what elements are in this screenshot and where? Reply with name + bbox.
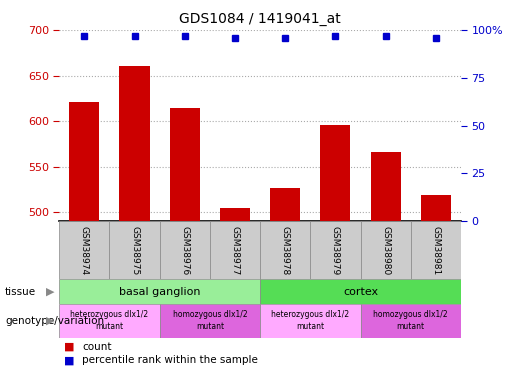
Bar [220, 209, 250, 221]
Bar [310, 221, 360, 279]
Text: genotype/variation: genotype/variation [5, 316, 104, 326]
Bar [411, 221, 461, 279]
Text: GSM38981: GSM38981 [432, 226, 440, 275]
Bar [59, 279, 260, 304]
Bar [260, 304, 360, 338]
Title: GDS1084 / 1419041_at: GDS1084 / 1419041_at [179, 12, 341, 26]
Bar [270, 188, 300, 221]
Bar [119, 66, 149, 221]
Text: tissue: tissue [5, 286, 36, 297]
Bar [59, 221, 109, 279]
Text: ▶: ▶ [45, 316, 54, 326]
Bar [59, 304, 160, 338]
Bar [160, 221, 210, 279]
Text: GSM38980: GSM38980 [381, 226, 390, 275]
Bar [260, 279, 461, 304]
Bar [360, 221, 410, 279]
Text: ▶: ▶ [45, 286, 54, 297]
Text: ■: ■ [64, 342, 75, 352]
Bar [109, 221, 160, 279]
Bar [360, 304, 461, 338]
Bar [370, 152, 401, 221]
Text: homozygous dlx1/2
mutant: homozygous dlx1/2 mutant [173, 310, 247, 331]
Bar [320, 125, 350, 221]
Text: homozygous dlx1/2
mutant: homozygous dlx1/2 mutant [373, 310, 448, 331]
Bar [421, 195, 451, 221]
Text: heterozygous dlx1/2
mutant: heterozygous dlx1/2 mutant [271, 310, 349, 331]
Text: GSM38979: GSM38979 [331, 226, 340, 275]
Text: GSM38978: GSM38978 [281, 226, 289, 275]
Text: heterozygous dlx1/2
mutant: heterozygous dlx1/2 mutant [71, 310, 148, 331]
Text: cortex: cortex [343, 286, 378, 297]
Text: GSM38976: GSM38976 [180, 226, 189, 275]
Text: percentile rank within the sample: percentile rank within the sample [82, 356, 259, 366]
Bar [160, 304, 260, 338]
Bar [169, 108, 200, 221]
Text: GSM38975: GSM38975 [130, 226, 139, 275]
Text: ■: ■ [64, 356, 75, 366]
Bar [210, 221, 260, 279]
Text: count: count [82, 342, 112, 352]
Bar [69, 102, 99, 221]
Text: GSM38974: GSM38974 [80, 226, 89, 275]
Text: GSM38977: GSM38977 [231, 226, 239, 275]
Bar [260, 221, 310, 279]
Text: basal ganglion: basal ganglion [119, 286, 200, 297]
